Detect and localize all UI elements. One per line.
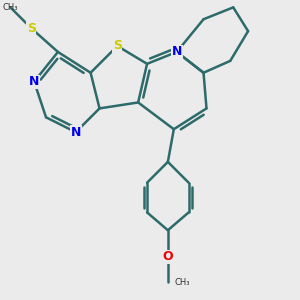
Text: S: S [113,40,122,52]
Text: N: N [172,45,182,58]
Text: S: S [27,22,36,35]
Text: N: N [29,75,39,88]
Text: N: N [70,126,81,139]
Text: CH₃: CH₃ [3,3,18,12]
Text: O: O [163,250,173,263]
Text: CH₃: CH₃ [175,278,190,287]
